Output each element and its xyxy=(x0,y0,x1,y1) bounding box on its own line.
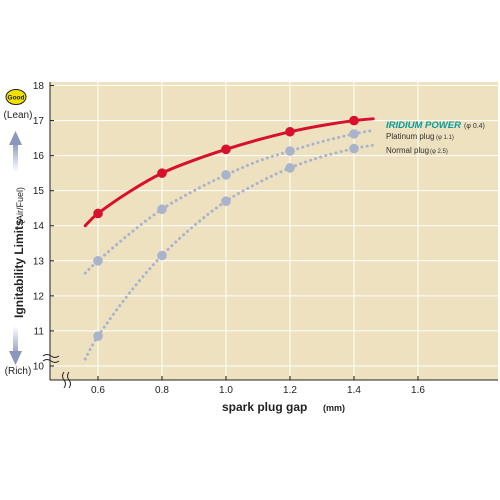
legend-platinum-label: Platinum plug xyxy=(386,132,434,141)
y-axis-title: Ignitability Limits xyxy=(12,219,26,318)
legend-platinum-note: (φ 1.1) xyxy=(436,135,454,141)
data-point-normal-plug xyxy=(285,163,295,173)
x-tick-label: 0.8 xyxy=(155,385,169,396)
series-layer xyxy=(83,115,375,361)
y-tick-label: 18 xyxy=(33,81,45,92)
good-badge-text: Good xyxy=(8,95,25,102)
y-tick-label: 15 xyxy=(33,186,45,197)
plot-background xyxy=(50,82,498,380)
legend-iridium-note: (φ 0.4) xyxy=(464,123,485,130)
data-point-platinum-plug xyxy=(349,129,359,139)
y-tick-label: 14 xyxy=(33,221,45,232)
legend-normal-note: (φ 2.5) xyxy=(430,149,448,155)
y-axis-break-mark xyxy=(42,354,60,363)
x-tick-label: 1.2 xyxy=(283,385,297,396)
legend-iridium-label: IRIDIUM POWER xyxy=(386,120,461,131)
y-bottom-label: (Rich) xyxy=(5,366,32,377)
x-tick-label: 1.0 xyxy=(219,385,233,396)
data-point-platinum-plug xyxy=(285,146,295,156)
data-point-platinum-plug xyxy=(157,204,167,215)
x-axis-title: spark plug gap xyxy=(222,400,307,414)
good-badge: Good xyxy=(5,89,27,105)
y-tick-label: 10 xyxy=(33,361,45,372)
lean-arrow-icon xyxy=(9,131,22,172)
x-tick-label: 0.6 xyxy=(91,385,105,396)
data-point-platinum-plug xyxy=(221,170,231,180)
data-point-normal-plug xyxy=(93,331,103,341)
data-point-iridium-power xyxy=(285,126,295,137)
data-point-iridium-power xyxy=(221,144,231,155)
y-tick-label: 11 xyxy=(34,326,45,337)
axis-break-marks xyxy=(42,354,71,389)
x-axis-break-mark xyxy=(62,371,71,389)
y-tick-label: 13 xyxy=(33,256,45,267)
y-top-label: (Lean) xyxy=(4,110,33,121)
x-tick-label: 1.4 xyxy=(347,385,361,396)
x-tick-label: 1.6 xyxy=(411,385,425,396)
rich-arrow-icon xyxy=(9,326,22,365)
data-point-normal-plug xyxy=(221,196,231,206)
data-point-normal-plug xyxy=(349,143,359,154)
data-point-iridium-power xyxy=(349,115,359,126)
data-point-iridium-power xyxy=(93,208,103,219)
grid-lines xyxy=(50,82,498,380)
x-axis-unit: (mm) xyxy=(323,403,345,413)
data-point-iridium-power xyxy=(157,168,167,178)
legend-normal-label: Normal plug xyxy=(386,146,429,155)
axis-ticks: 10 11 12 13 14 15 16 17 18 0.6 0.8 1.0 1.2 1.4 1.6 xyxy=(33,81,426,396)
data-point-platinum-plug xyxy=(93,255,103,266)
data-point-normal-plug xyxy=(157,250,167,261)
y-tick-label: 12 xyxy=(33,291,45,302)
y-tick-label: 16 xyxy=(33,151,45,162)
y-tick-label: 17 xyxy=(33,116,45,127)
y-axis-subtitle: (Air/Fuel) xyxy=(15,187,25,224)
series-line-platinum-plug xyxy=(83,128,375,275)
